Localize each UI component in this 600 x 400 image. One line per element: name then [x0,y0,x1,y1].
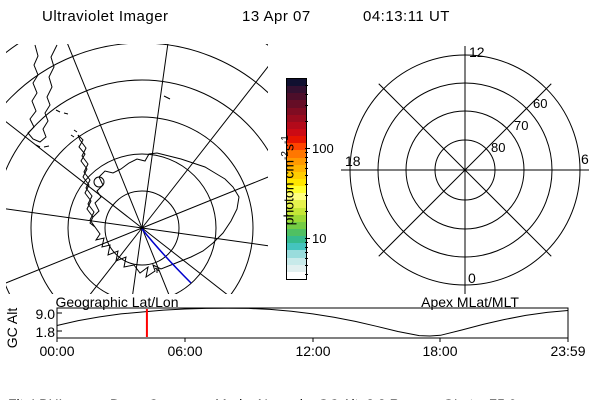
page-title: Ultraviolet Imager [42,8,169,25]
xtick-2359: 23:59 [550,343,586,359]
colorbar-segment [287,257,306,265]
colorbar-minor-tick [305,265,308,267]
colorbar-segment [287,186,306,194]
colorbar-segment [287,79,306,87]
xtick-1800: 18:00 [422,343,458,359]
colorbar-minor-tick [305,93,308,95]
colorbar-minor-tick [305,195,308,197]
colorbar-segment [287,264,306,272]
colorbar-minor-tick [305,273,308,275]
ring-label-60: 60 [533,96,548,111]
colorbar-segment [287,221,306,229]
mlt-label-12: 12 [469,44,485,60]
status-mode-dsp: Mode: Normal Dsp: 0.0 [215,362,303,400]
colorbar-minor-tick [305,167,308,169]
colorbar-segment [287,157,306,165]
xtick-0600: 06:00 [167,343,203,359]
status-gc-alt: GC Alt: 8.3 Re [318,396,407,400]
colorbar-segment [287,236,306,244]
colorbar-segment [287,136,306,144]
status-mode: Mode: Normal [215,396,303,400]
colorbar-segment [287,93,306,101]
date-label: 13 Apr 07 [242,8,311,25]
time-label: 04:13:11 UT [363,8,450,25]
mlat-polar-grid [341,46,589,294]
gc-alt-axis-label: GC Alt [4,307,20,349]
ytick-1.8: 1.8 [35,324,55,340]
mlt-label-6: 6 [581,151,589,167]
colorbar-segment [287,171,306,179]
geographic-map [6,44,268,294]
colorbar-segment [287,250,306,258]
colorbar-minor-tick [305,183,308,185]
colorbar-segment [287,107,306,115]
colorbar-minor-tick [305,210,308,212]
colorbar-segment [287,214,306,222]
colorbar-unit-label: photon cm-2s-1 [280,135,297,226]
colorbar-segment [287,178,306,187]
colorbar-segment [287,128,306,137]
colorbar-segment [287,193,306,201]
ytick-9.0: 9.0 [35,306,55,322]
colorbar-minor-tick [305,85,308,87]
colorbar-minor-tick [305,161,308,163]
status-glat: GLat: −75.9 [443,396,520,400]
colorbar-minor-tick [305,120,308,122]
colorbar-segment [287,271,306,279]
colorbar [286,78,307,280]
ring-label-80: 80 [491,140,506,155]
colorbar-minor-tick [305,105,308,107]
colorbar-segment [287,243,306,251]
gc-alt-chart [56,307,569,342]
status-flt-ip: Flt: LBHL IP: 36.0 [8,362,66,400]
colorbar-segment [287,228,306,237]
mlt-label-18: 18 [345,153,361,169]
colorbar-minor-tick [305,246,308,248]
status-glat-glon: GLat: −75.9 GLon: 331.4 [443,362,520,400]
colorbar-tick-label-10: 10 [312,231,327,246]
ring-label-70: 70 [514,118,529,133]
colorbar-minor-tick [305,257,308,259]
colorbar-tick-label-100: 100 [312,141,334,156]
mlt-label-0: 0 [468,270,476,286]
colorbar-segment [287,164,306,172]
colorbar-segment [287,207,306,215]
status-flt: Flt: LBHL [8,396,66,400]
colorbar-segment [287,86,306,94]
colorbar-minor-tick [305,175,308,177]
polar-caption: Apex MLat/MLT [421,294,519,310]
map-caption: Geographic Lat/Lon [55,294,179,310]
colorbar-segment [287,100,306,108]
colorbar-segment [287,114,306,122]
xtick-0000: 00:00 [39,343,75,359]
status-door: Door: Open [110,396,182,400]
colorbar-minor-tick [305,251,308,253]
xtick-1200: 12:00 [295,343,331,359]
colorbar-minor-tick [305,242,308,244]
colorbar-segment [287,200,306,208]
colorbar-segment [287,121,306,129]
colorbar-major-tick [305,238,310,239]
colorbar-minor-tick [305,152,308,154]
colorbar-major-tick [305,148,310,149]
colorbar-segment [287,143,306,151]
colorbar-minor-tick [305,156,308,158]
colorbar-segment [287,150,306,158]
status-gcalt-seq: GC Alt: 8.3 Re Seq: 39 [318,362,407,400]
status-door-gain: Door: Open Gain: 14 [110,362,182,400]
